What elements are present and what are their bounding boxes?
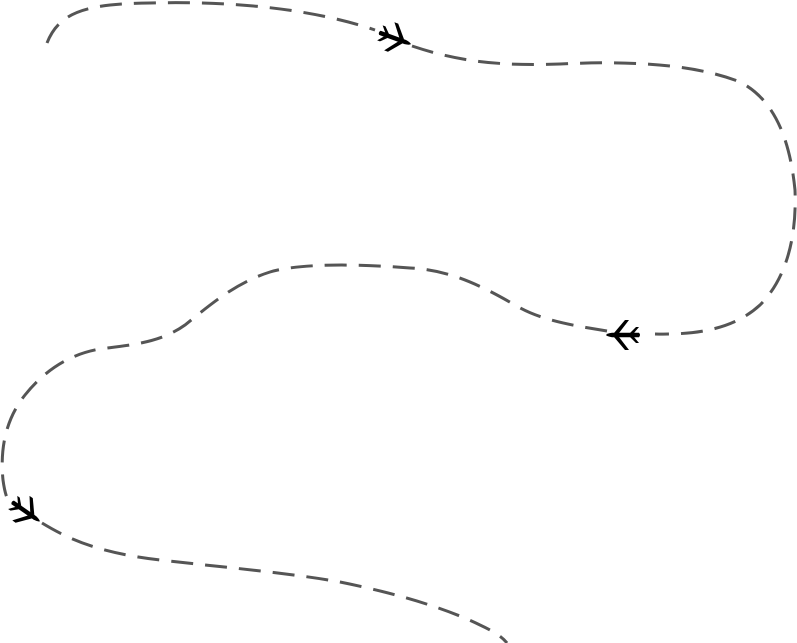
airplane-icon	[3, 489, 49, 534]
airplane-icon	[606, 320, 640, 350]
airplane-icon	[373, 18, 417, 59]
